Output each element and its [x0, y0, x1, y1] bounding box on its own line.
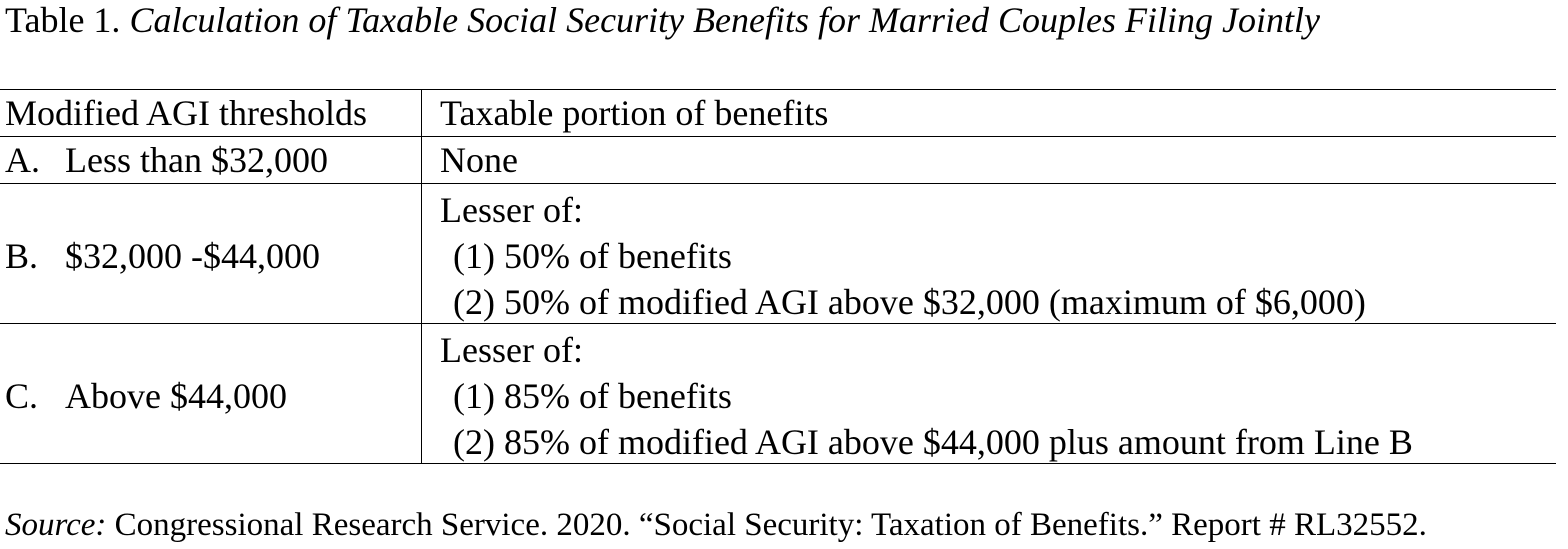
- row-letter: B.: [5, 236, 39, 276]
- source: Source: Congressional Research Service. …: [5, 502, 1427, 548]
- header-cell: Modified AGI thresholds: [5, 93, 367, 133]
- portion-line: (1) 85% of benefits: [453, 376, 732, 416]
- title: Table 1. Calculation of Taxable Social S…: [5, 0, 1320, 43]
- rule: [0, 323, 1556, 324]
- portion-line: (2) 50% of modified AGI above $32,000 (m…: [453, 282, 1366, 322]
- title-text: Calculation of Taxable Social Security B…: [129, 0, 1320, 40]
- portion-line: (1) 50% of benefits: [453, 236, 732, 276]
- portion-line: (2) 85% of modified AGI above $44,000 pl…: [453, 422, 1413, 462]
- source-text: Congressional Research Service. 2020. “S…: [114, 507, 1427, 543]
- rule: [0, 463, 1556, 464]
- portion-line: Lesser of:: [440, 190, 583, 230]
- threshold: Above $44,000: [65, 376, 287, 416]
- rule: [0, 136, 1556, 137]
- portion-line: Lesser of:: [440, 330, 583, 370]
- rule: [0, 183, 1556, 184]
- portion-line: None: [440, 140, 518, 180]
- threshold: Less than $32,000: [65, 140, 328, 180]
- row-letter: A.: [5, 140, 40, 180]
- rule: [0, 89, 1556, 90]
- source-label: Source:: [5, 507, 107, 543]
- column-divider: [421, 89, 422, 464]
- threshold: $32,000 -$44,000: [65, 236, 320, 276]
- title-label: Table 1.: [5, 0, 121, 40]
- header-cell: Taxable portion of benefits: [440, 93, 829, 133]
- row-letter: C.: [5, 376, 39, 416]
